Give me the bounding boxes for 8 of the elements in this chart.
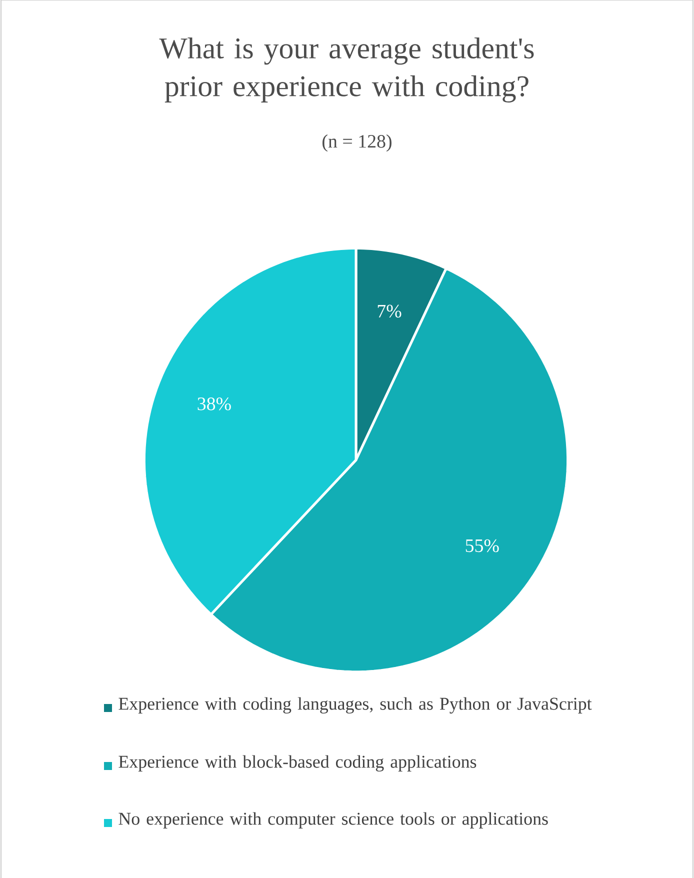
data-label: 55%	[466, 539, 499, 552]
chart-subtitle: (n = 128)	[322, 134, 392, 152]
legend-label: Experience with block-based coding applications	[118, 755, 476, 772]
data-label: 7%	[378, 304, 402, 318]
legend-label: Experience with coding languages, such as Python or JavaScript	[118, 697, 592, 714]
chart-title: What is your average student's prior experience with coding?	[159, 37, 534, 103]
data-label: 38%	[198, 397, 231, 410]
legend-label: No experience with computer science tools or applications	[118, 812, 548, 828]
